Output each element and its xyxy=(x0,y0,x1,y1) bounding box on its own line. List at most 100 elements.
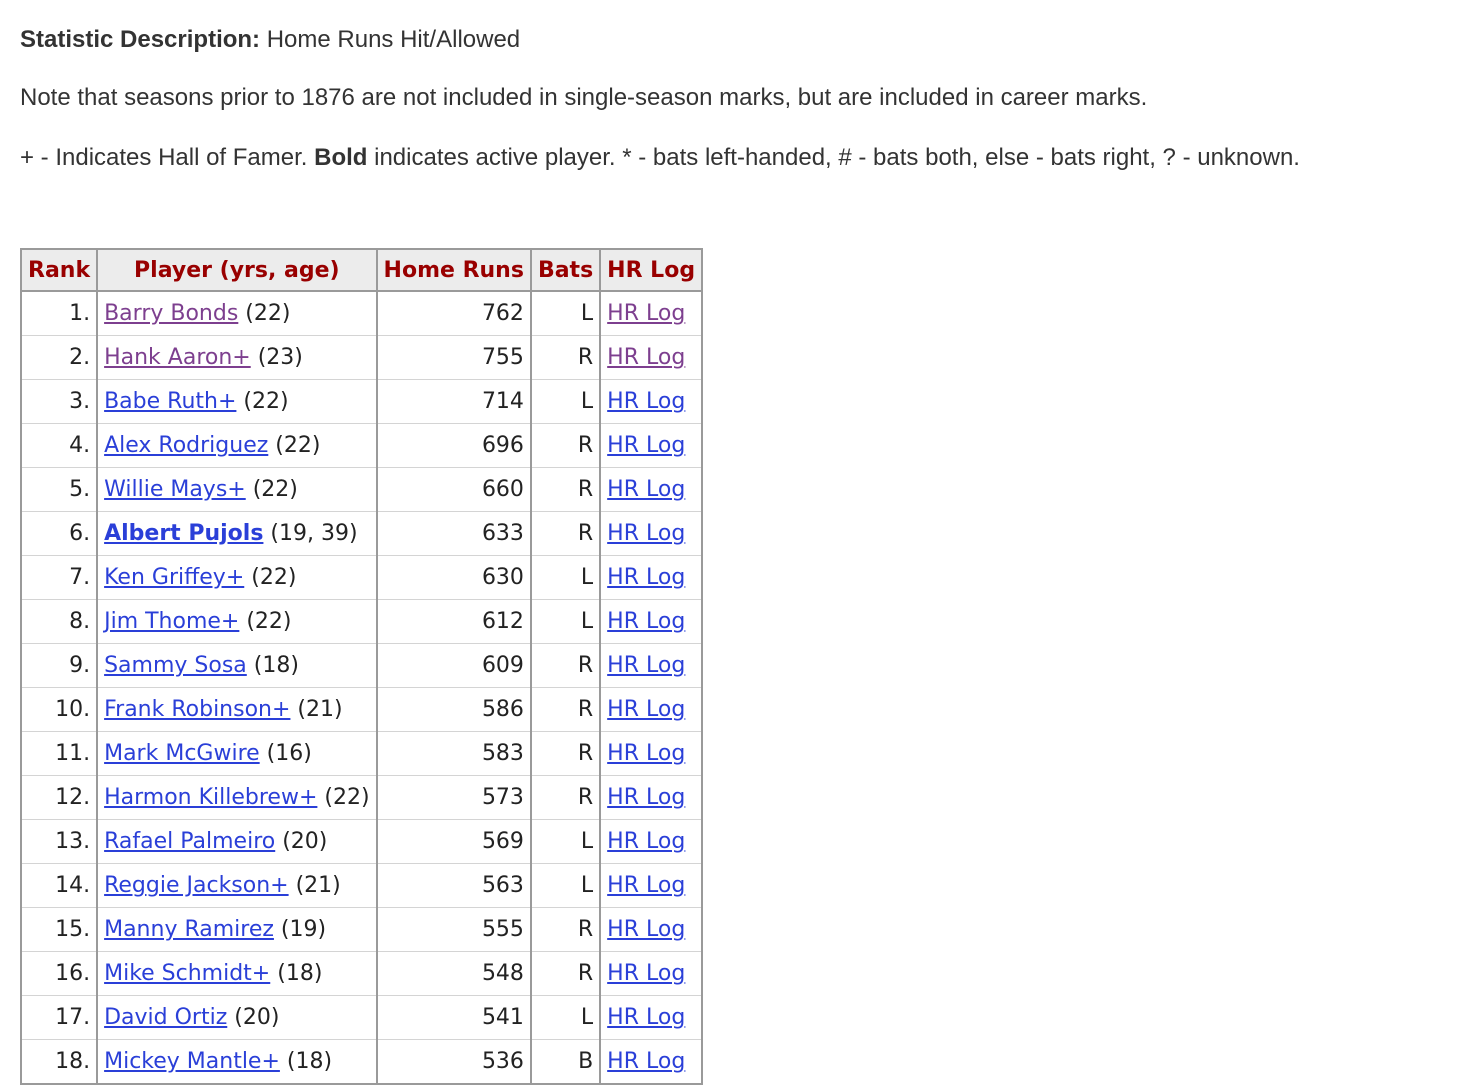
hr-log-cell: HR Log xyxy=(599,599,703,644)
hr-log-link[interactable]: HR Log xyxy=(607,917,686,942)
player-link[interactable]: Rafael Palmeiro xyxy=(104,829,276,854)
table-row: 11. Mark McGwire (16) 583 R HR Log xyxy=(19,731,703,776)
header-bats[interactable]: Bats xyxy=(529,249,601,292)
player-years-age: (18) xyxy=(246,653,299,678)
player-cell: Harmon Killebrew+ (22) xyxy=(96,775,377,820)
header-rank[interactable]: Rank xyxy=(19,249,98,292)
table-row: 7. Ken Griffey+ (22) 630 L HR Log xyxy=(19,555,703,600)
player-cell: Sammy Sosa (18) xyxy=(96,643,377,688)
home-runs-cell: 541 xyxy=(375,995,531,1040)
home-runs-cell: 630 xyxy=(375,555,531,600)
table-row: 10. Frank Robinson+ (21) 586 R HR Log xyxy=(19,687,703,732)
player-years-age: (22) xyxy=(268,433,321,458)
bats-cell: R xyxy=(529,511,601,556)
player-link[interactable]: Hank Aaron+ xyxy=(104,345,251,370)
bats-cell: B xyxy=(529,1039,601,1084)
hr-log-link[interactable]: HR Log xyxy=(607,961,686,986)
player-link[interactable]: Ken Griffey+ xyxy=(104,565,245,590)
hr-log-link[interactable]: HR Log xyxy=(607,785,686,810)
bats-cell: L xyxy=(529,819,601,864)
player-cell: Willie Mays+ (22) xyxy=(96,467,377,512)
hr-log-link[interactable]: HR Log xyxy=(607,477,686,502)
legend-part-2: indicates active player. * - bats left-h… xyxy=(367,144,1300,171)
home-runs-cell: 696 xyxy=(375,423,531,468)
hr-log-link[interactable]: HR Log xyxy=(607,697,686,722)
table-row: 18. Mickey Mantle+ (18) 536 B HR Log xyxy=(19,1039,703,1084)
home-run-leaders-table: Rank Player (yrs, age) Home Runs Bats HR… xyxy=(19,248,704,1085)
player-link[interactable]: Albert Pujols xyxy=(104,521,264,546)
player-link[interactable]: Manny Ramirez xyxy=(104,917,274,942)
player-years-age: (19, 39) xyxy=(263,521,358,546)
player-years-age: (21) xyxy=(290,697,343,722)
player-link[interactable]: Jim Thome+ xyxy=(104,609,240,634)
player-cell: Ken Griffey+ (22) xyxy=(96,555,377,600)
player-cell: Manny Ramirez (19) xyxy=(96,907,377,952)
hr-log-cell: HR Log xyxy=(599,907,703,952)
hr-log-link[interactable]: HR Log xyxy=(607,653,686,678)
hr-log-link[interactable]: HR Log xyxy=(607,1049,686,1074)
table-row: 17. David Ortiz (20) 541 L HR Log xyxy=(19,995,703,1040)
player-link[interactable]: David Ortiz xyxy=(104,1005,228,1030)
rank-cell: 7. xyxy=(19,555,98,600)
home-runs-cell: 573 xyxy=(375,775,531,820)
hr-log-link[interactable]: HR Log xyxy=(607,741,686,766)
player-years-age: (21) xyxy=(288,873,341,898)
hr-log-cell: HR Log xyxy=(599,511,703,556)
bats-cell: R xyxy=(529,951,601,996)
table-row: 12. Harmon Killebrew+ (22) 573 R HR Log xyxy=(19,775,703,820)
player-years-age: (20) xyxy=(275,829,328,854)
hr-log-link[interactable]: HR Log xyxy=(607,829,686,854)
header-home-runs[interactable]: Home Runs xyxy=(375,249,531,292)
table-row: 16. Mike Schmidt+ (18) 548 R HR Log xyxy=(19,951,703,996)
player-link[interactable]: Barry Bonds xyxy=(104,301,239,326)
bats-cell: R xyxy=(529,423,601,468)
player-link[interactable]: Reggie Jackson+ xyxy=(104,873,289,898)
header-hr-log[interactable]: HR Log xyxy=(599,249,703,292)
player-cell: Albert Pujols (19, 39) xyxy=(96,511,377,556)
hr-log-link[interactable]: HR Log xyxy=(607,389,686,414)
hr-log-cell: HR Log xyxy=(599,731,703,776)
player-cell: Reggie Jackson+ (21) xyxy=(96,863,377,908)
hr-log-link[interactable]: HR Log xyxy=(607,345,686,370)
table-row: 2. Hank Aaron+ (23) 755 R HR Log xyxy=(19,335,703,380)
header-player[interactable]: Player (yrs, age) xyxy=(96,249,377,292)
player-cell: Mark McGwire (16) xyxy=(96,731,377,776)
hr-log-link[interactable]: HR Log xyxy=(607,1005,686,1030)
rank-cell: 9. xyxy=(19,643,98,688)
player-link[interactable]: Mickey Mantle+ xyxy=(104,1049,280,1074)
hr-log-link[interactable]: HR Log xyxy=(607,521,686,546)
player-link[interactable]: Harmon Killebrew+ xyxy=(104,785,318,810)
hr-log-link[interactable]: HR Log xyxy=(607,873,686,898)
player-link[interactable]: Willie Mays+ xyxy=(104,477,246,502)
player-link[interactable]: Frank Robinson+ xyxy=(104,697,291,722)
rank-cell: 2. xyxy=(19,335,98,380)
home-runs-cell: 660 xyxy=(375,467,531,512)
hr-log-link[interactable]: HR Log xyxy=(607,433,686,458)
table-row: 15. Manny Ramirez (19) 555 R HR Log xyxy=(19,907,703,952)
rank-cell: 4. xyxy=(19,423,98,468)
home-runs-cell: 569 xyxy=(375,819,531,864)
player-years-age: (22) xyxy=(238,301,291,326)
rank-cell: 13. xyxy=(19,819,98,864)
player-cell: David Ortiz (20) xyxy=(96,995,377,1040)
player-link[interactable]: Sammy Sosa xyxy=(104,653,247,678)
hr-log-cell: HR Log xyxy=(599,687,703,732)
bats-cell: R xyxy=(529,687,601,732)
player-link[interactable]: Babe Ruth+ xyxy=(104,389,237,414)
player-link[interactable]: Alex Rodriguez xyxy=(104,433,269,458)
rank-cell: 6. xyxy=(19,511,98,556)
player-link[interactable]: Mike Schmidt+ xyxy=(104,961,271,986)
player-cell: Rafael Palmeiro (20) xyxy=(96,819,377,864)
home-runs-cell: 714 xyxy=(375,379,531,424)
hr-log-cell: HR Log xyxy=(599,643,703,688)
hr-log-cell: HR Log xyxy=(599,775,703,820)
rank-cell: 3. xyxy=(19,379,98,424)
hr-log-link[interactable]: HR Log xyxy=(607,609,686,634)
hr-log-link[interactable]: HR Log xyxy=(607,565,686,590)
hr-log-cell: HR Log xyxy=(599,555,703,600)
hr-log-cell: HR Log xyxy=(599,863,703,908)
hr-log-link[interactable]: HR Log xyxy=(607,301,686,326)
player-link[interactable]: Mark McGwire xyxy=(104,741,260,766)
table-row: 9. Sammy Sosa (18) 609 R HR Log xyxy=(19,643,703,688)
player-years-age: (22) xyxy=(317,785,370,810)
